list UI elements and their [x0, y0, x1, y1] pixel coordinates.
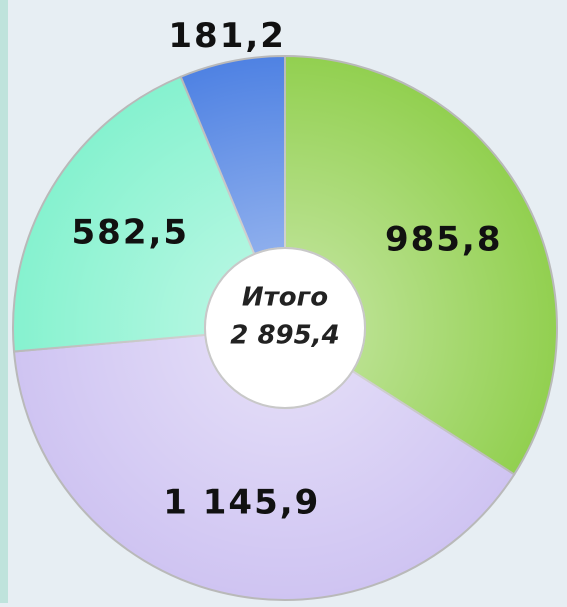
value-label: 582,5 [72, 213, 190, 253]
value-label: 181,2 [168, 16, 286, 56]
donut-hole [204, 247, 366, 409]
side-strip [0, 0, 8, 603]
center-total: 2 895,4 [230, 321, 339, 351]
center-title: Итого [242, 283, 328, 313]
value-label: 985,8 [385, 220, 503, 260]
value-label: 1 145,9 [163, 482, 320, 522]
